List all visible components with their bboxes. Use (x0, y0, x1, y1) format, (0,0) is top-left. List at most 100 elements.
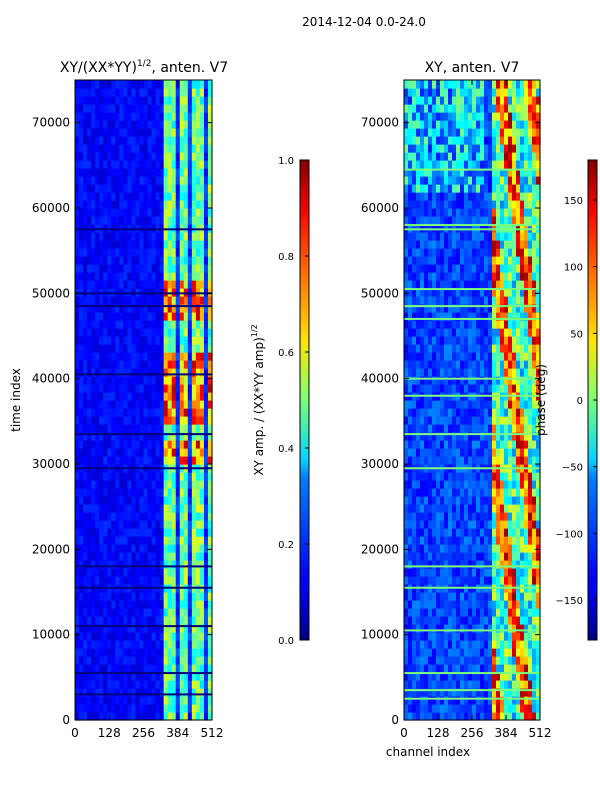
heatmap-cell (151, 144, 157, 153)
heatmap-cell (115, 112, 120, 121)
heatmap-cell (115, 472, 120, 481)
heatmap-cell (412, 528, 417, 537)
heatmap-cell (119, 536, 124, 545)
heatmap-cell (191, 648, 197, 657)
heatmap-cell (99, 488, 104, 497)
heatmap-cell (408, 264, 413, 273)
heatmap-cell (127, 440, 133, 449)
heatmap-cell (488, 384, 493, 393)
heatmap-cell (139, 104, 145, 113)
heatmap-cell (448, 328, 453, 337)
heatmap-cell (143, 368, 149, 377)
heatmap-cell (444, 472, 449, 481)
heatmap-cell (87, 224, 92, 233)
heatmap-cell (75, 536, 80, 545)
heatmap-cell (143, 152, 149, 161)
heatmap-cell (131, 184, 137, 193)
heatmap-cell (95, 232, 100, 241)
heatmap-cell (83, 448, 88, 457)
heatmap-cell (476, 408, 481, 417)
heatmap-cell (432, 240, 437, 249)
heatmap-cell (167, 352, 173, 361)
heatmap-cell (107, 432, 112, 441)
heatmap-cell (448, 264, 453, 273)
heatmap-cell (492, 472, 497, 481)
heatmap-cell (159, 296, 165, 305)
heatmap-cell (428, 208, 433, 217)
heatmap-cell (199, 296, 205, 305)
heatmap-cell (131, 592, 137, 601)
heatmap-cell (151, 104, 157, 113)
heatmap-cell (424, 544, 429, 553)
heatmap-cell (464, 472, 469, 481)
heatmap-cell (464, 336, 469, 345)
heatmap-cell (472, 200, 477, 209)
heatmap-cell (440, 504, 445, 513)
heatmap-cell (119, 440, 124, 449)
heatmap-cell (468, 512, 473, 521)
heatmap-cell (103, 576, 108, 585)
heatmap-cell (195, 512, 201, 521)
heatmap-cell (159, 600, 165, 609)
heatmap-cell (107, 216, 112, 225)
heatmap-cell (75, 128, 80, 137)
heatmap-cell (103, 152, 108, 161)
heatmap-cell (484, 440, 489, 449)
heatmap-cell (179, 232, 185, 241)
heatmap-cell (95, 320, 100, 329)
heatmap-cell (512, 272, 517, 281)
heatmap-cell (87, 344, 92, 353)
heatmap-cell (107, 512, 112, 521)
heatmap-cell (424, 552, 429, 561)
heatmap-cell (488, 400, 493, 409)
heatmap-cell (111, 352, 116, 361)
heatmap-cell (456, 360, 461, 369)
heatmap-cell (504, 656, 509, 665)
heatmap-cell (79, 440, 84, 449)
heatmap-cell (472, 440, 477, 449)
heatmap-cell (492, 272, 497, 281)
heatmap-cell (472, 424, 477, 433)
heatmap-cell (472, 288, 477, 297)
heatmap-cell (119, 648, 124, 657)
heatmap-cell (412, 480, 417, 489)
heatmap-cell (532, 560, 537, 569)
heatmap-cell (147, 704, 153, 713)
heatmap-cell (191, 264, 197, 273)
heatmap-cell (536, 376, 541, 385)
heatmap-cell (139, 688, 145, 697)
heatmap-cell (444, 688, 449, 697)
heatmap-cell (404, 328, 409, 337)
heatmap-cell (75, 152, 80, 161)
heatmap-cell (452, 248, 457, 257)
heatmap-cell (456, 712, 461, 721)
heatmap-cell (420, 200, 425, 209)
heatmap-cell (111, 488, 116, 497)
heatmap-cell (480, 216, 485, 225)
heatmap-cell (183, 312, 189, 321)
heatmap-cell (111, 552, 116, 561)
heatmap-cell (79, 656, 84, 665)
heatmap-cell (163, 272, 169, 281)
heatmap-cell (131, 176, 137, 185)
heatmap-cell (163, 352, 169, 361)
heatmap-cell (460, 408, 465, 417)
heatmap-cell (207, 488, 213, 497)
heatmap-cell (95, 400, 100, 409)
heatmap-cell (512, 664, 517, 673)
heatmap-cell (187, 672, 193, 681)
heatmap-cell (536, 416, 541, 425)
heatmap-cell (75, 432, 80, 441)
heatmap-cell (520, 560, 525, 569)
heatmap-cell (448, 232, 453, 241)
heatmap-cell (187, 488, 193, 497)
heatmap-cell (440, 624, 445, 633)
heatmap-cell (452, 440, 457, 449)
heatmap-cell (480, 512, 485, 521)
heatmap-cell (187, 576, 193, 585)
heatmap-cell (135, 536, 141, 545)
heatmap-cell (107, 664, 112, 673)
heatmap-cell (504, 408, 509, 417)
heatmap-cell (147, 200, 153, 209)
heatmap-cell (512, 704, 517, 713)
